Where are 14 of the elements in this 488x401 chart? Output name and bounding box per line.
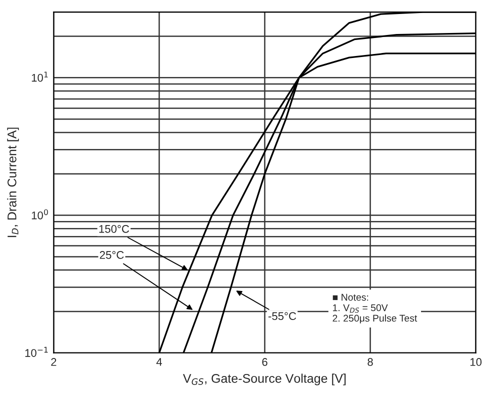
x-tick-label: 6	[262, 358, 268, 366]
x-axis-title: V$_{GS}$, Gate-Source Voltage [V]	[182, 374, 346, 386]
annotation: ■ Notes: 1. V$_{DS}$ = 50V 2. 250μs Pulse Test	[332, 294, 418, 324]
annotation: 25°C	[100, 251, 124, 259]
x-tick-label: 8	[368, 358, 373, 366]
x-tick-label: 4	[156, 358, 162, 366]
y-tick-label: 10$^{0}$	[32, 209, 48, 220]
y-tick-label: 10$^{1}$	[32, 72, 48, 82]
y-tick-label: 10$^{−1}$	[25, 346, 48, 357]
y-axis-title: I$_{D}$, Drain Current [A]	[7, 128, 19, 238]
x-tick-label: 2	[51, 358, 56, 366]
annotation: -55°C	[268, 312, 296, 320]
x-tick-label: 10	[470, 358, 482, 366]
annotation: 150°C	[99, 225, 130, 233]
